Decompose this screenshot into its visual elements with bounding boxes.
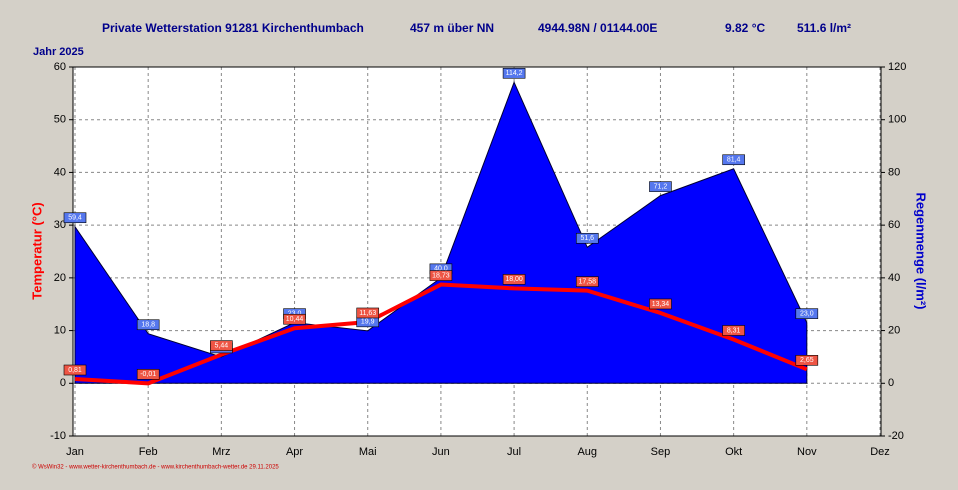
x-tick-label: Nov (797, 446, 817, 458)
rain-area (74, 80, 808, 384)
value-label-box (136, 369, 160, 380)
y2-axis-label: Regenmenge (l/m²) (914, 192, 929, 309)
value-label: 18,00 (505, 276, 523, 283)
y2-tick-label: 60 (888, 219, 900, 231)
value-label-box (649, 181, 672, 192)
x-tick-label: Aug (577, 446, 597, 458)
coordinates: 4944.98N / 01144.00E (538, 21, 657, 35)
x-tick-label: Dez (870, 446, 890, 458)
value-label-box (649, 298, 672, 310)
y-axis-label: Temperatur (°C) (29, 202, 44, 299)
y-tick-label: 20 (54, 272, 66, 284)
value-label-box (283, 313, 306, 325)
y2-tick-label: 40 (888, 272, 900, 284)
y-tick-label: 30 (54, 219, 66, 231)
x-tick-label: Sep (651, 446, 671, 458)
value-label-box (63, 212, 87, 224)
value-label-box (63, 364, 87, 376)
value-label-box (795, 355, 819, 366)
x-tick-label: Okt (725, 446, 742, 458)
value-label: 114,2 (506, 70, 523, 77)
y2-tick-label: 80 (888, 166, 900, 178)
value-label-box (575, 232, 599, 244)
value-label: 59,4 (68, 215, 82, 222)
total-rain: 511.6 l/m² (797, 21, 851, 35)
y-tick-label: 40 (54, 166, 66, 178)
y2-tick-label: 100 (888, 114, 906, 126)
altitude: 457 m über NN (410, 21, 494, 35)
temp-line (74, 282, 808, 386)
value-label: 0,81 (68, 367, 82, 374)
x-tick-label: Jan (66, 446, 84, 458)
value-label-box (722, 325, 745, 336)
y-tick-label: 60 (54, 61, 66, 73)
value-label-box (795, 308, 819, 319)
y2-tick-label: -20 (888, 430, 904, 442)
value-label: 8,31 (727, 327, 741, 334)
value-label: 18,73 (432, 272, 450, 279)
value-label-box (722, 154, 745, 166)
value-label: 13,34 (652, 301, 670, 308)
x-tick-label: Apr (286, 446, 303, 458)
value-label: -0,01 (140, 371, 156, 378)
mean-temp: 9.82 °C (725, 21, 765, 35)
value-label: 5,44 (215, 342, 229, 349)
value-label: 11,63 (359, 310, 376, 317)
value-label-box (502, 67, 526, 79)
x-tick-label: Feb (139, 446, 158, 458)
x-tick-label: Mai (359, 446, 377, 458)
subtitle: Jahr 2025 (33, 46, 84, 58)
value-label: 18,8 (141, 322, 155, 329)
y-tick-label: 10 (54, 324, 66, 336)
y2-tick-label: 20 (888, 324, 900, 336)
value-label-box (136, 319, 160, 331)
station: Private Wetterstation 91281 Kirchenthumb… (102, 21, 364, 35)
y2-tick-label: 0 (888, 377, 894, 389)
value-label: 71,2 (654, 183, 668, 190)
value-label: 19,9 (361, 319, 375, 326)
value-label: 10,44 (286, 316, 304, 323)
value-label-box (210, 340, 233, 351)
y-tick-label: 50 (54, 114, 66, 126)
value-label: 40,0 (434, 266, 448, 273)
value-label-box (429, 270, 453, 281)
value-label: 81,4 (727, 157, 741, 164)
x-tick-label: Mrz (212, 446, 230, 458)
value-label-box (356, 307, 380, 319)
footer: © WsWin32 - www.wetter-kirchenthumbach.d… (32, 464, 279, 471)
value-label: 51,6 (580, 235, 594, 242)
y2-tick-label: 120 (888, 61, 906, 73)
y-tick-label: 0 (60, 377, 66, 389)
x-tick-label: Jul (507, 446, 521, 458)
value-label: 17,58 (579, 278, 597, 285)
x-tick-label: Jun (432, 446, 450, 458)
value-label: 23,0 (800, 311, 814, 318)
value-label: 2,65 (800, 357, 814, 364)
y-tick-label: -10 (50, 430, 66, 442)
plot-frame (72, 66, 882, 437)
value-label-box (575, 276, 599, 287)
value-label-box (502, 274, 526, 285)
